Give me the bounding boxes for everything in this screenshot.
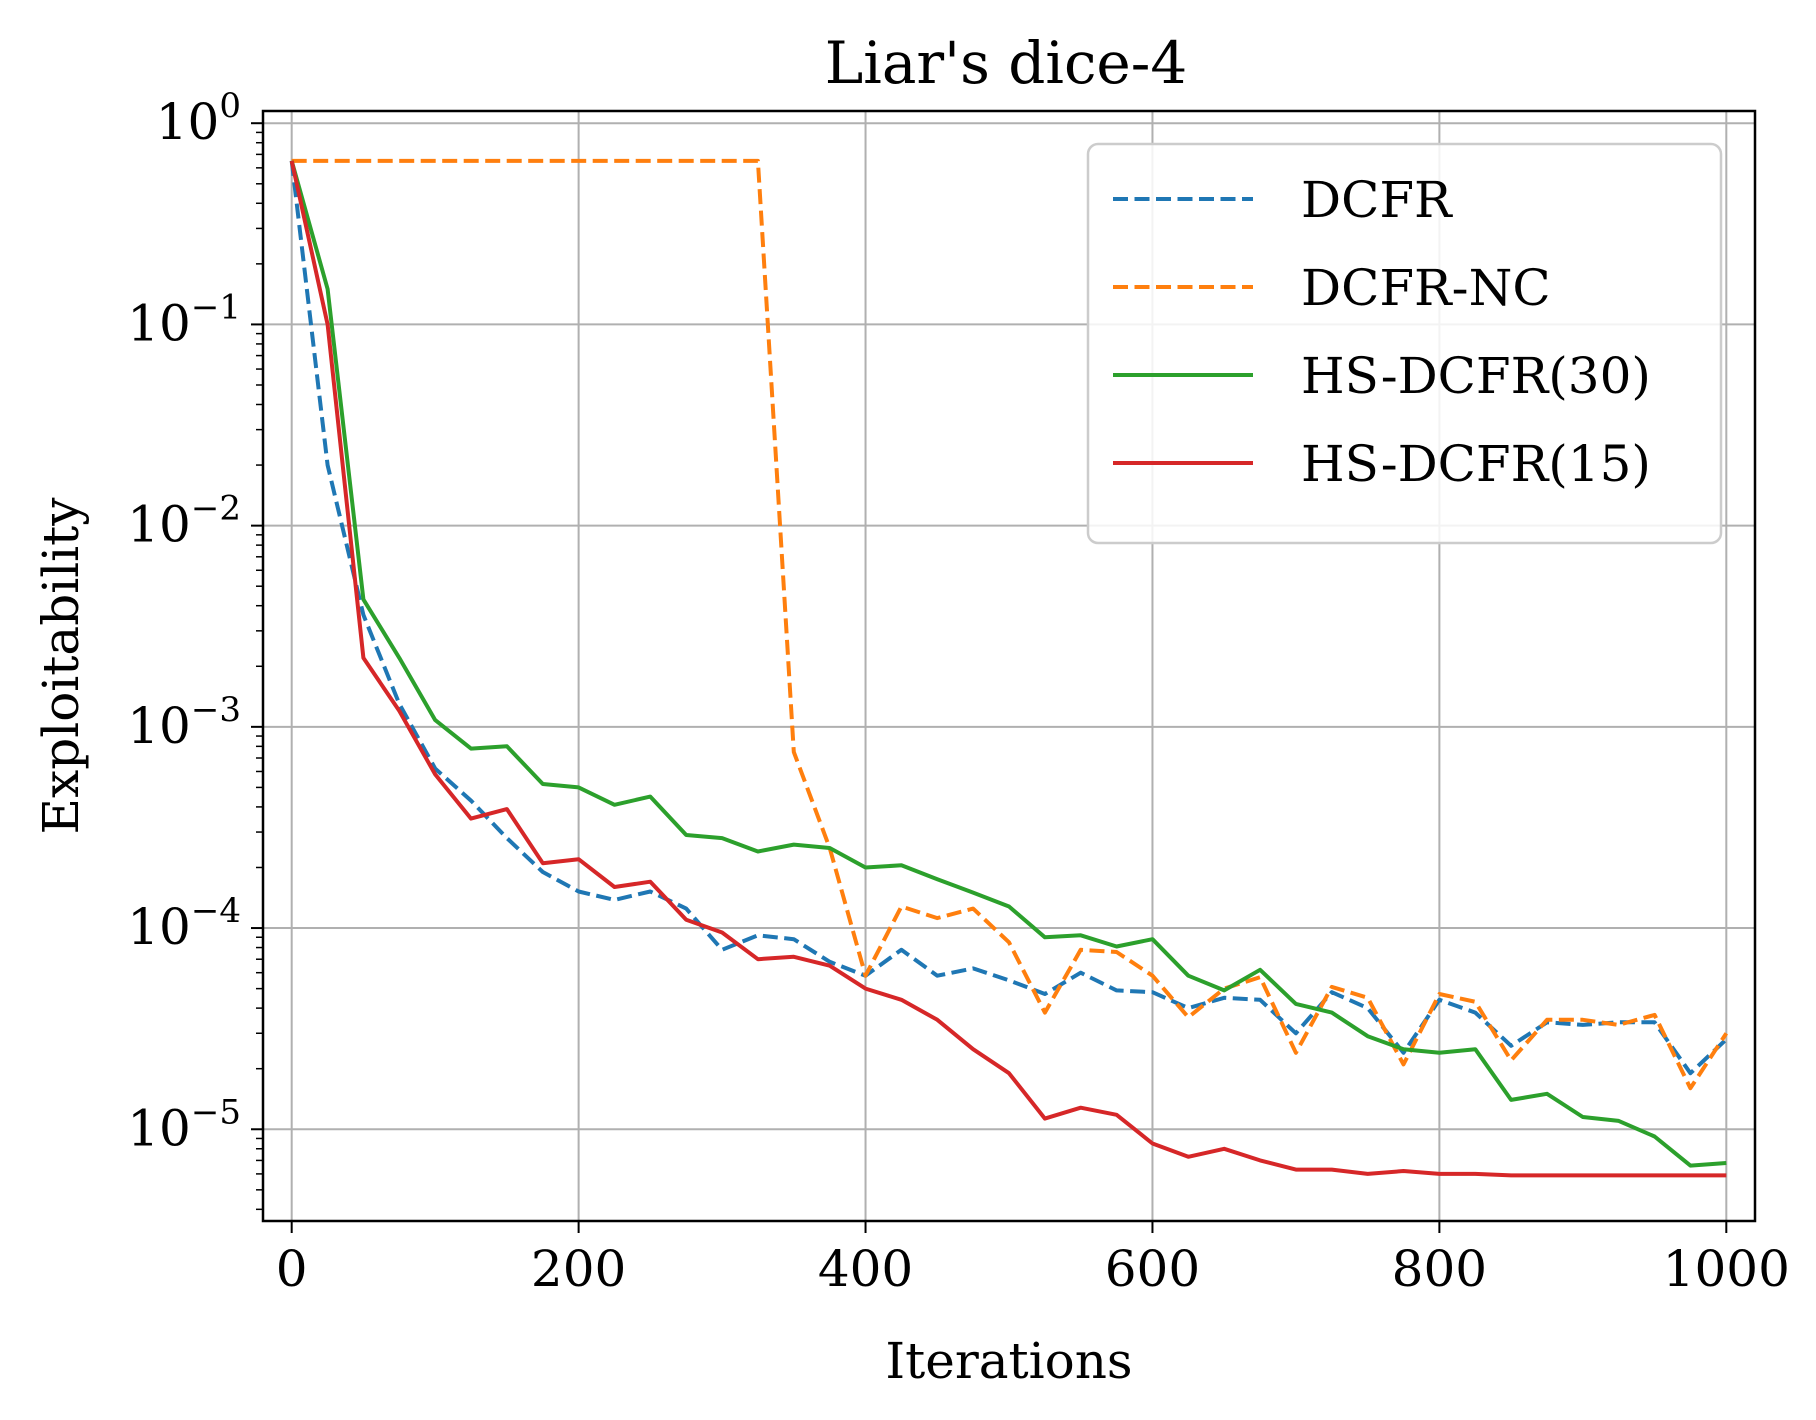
legend: DCFR DCFR-NC HS-DCFR(30) HS-DCFR(15): [1086, 142, 1723, 545]
series-line-hs-dcfr-15: [289, 160, 1727, 1178]
x-tick-label: 0: [276, 1240, 308, 1298]
series-line-hs-dcfr-30: [289, 160, 1727, 1168]
series-line-dcfr-nc: [291, 158, 1728, 1091]
y-tick-label: 10−4: [127, 891, 241, 956]
data-series: [289, 158, 1728, 1178]
y-tick-label: 100: [156, 86, 241, 151]
chart-title: Liar's dice-4: [825, 29, 1188, 97]
grid-lines: [263, 111, 1755, 1221]
x-axis-label: Iterations: [885, 1332, 1132, 1390]
y-tick-label: 10−5: [127, 1092, 241, 1157]
x-tick-label: 1000: [1663, 1240, 1790, 1298]
x-tick-label: 800: [1392, 1240, 1487, 1298]
legend-box: [1086, 142, 1723, 545]
x-tick-label: 200: [531, 1240, 626, 1298]
x-tick-label: 600: [1105, 1240, 1200, 1298]
legend-label-dcfr: DCFR: [1301, 171, 1453, 229]
legend-label-hs-dcfr-15: HS-DCFR(15): [1301, 435, 1651, 493]
y-tick-label: 10−1: [127, 287, 241, 352]
legend-label-dcfr-nc: DCFR-NC: [1301, 259, 1551, 317]
legend-label-hs-dcfr-30: HS-DCFR(30): [1301, 347, 1651, 405]
x-tick-label: 400: [818, 1240, 913, 1298]
y-axis-label: Exploitability: [32, 497, 90, 835]
series-line-dcfr: [289, 160, 1728, 1076]
y-tick-label: 10−2: [127, 489, 241, 554]
y-tick-label: 10−3: [127, 690, 241, 755]
y-axis-ticks: 100 10−1 10−2 10−3 10−4 10−5: [127, 86, 263, 1211]
x-axis-ticks: 0 200 400 600 800 1000: [276, 1221, 1790, 1298]
